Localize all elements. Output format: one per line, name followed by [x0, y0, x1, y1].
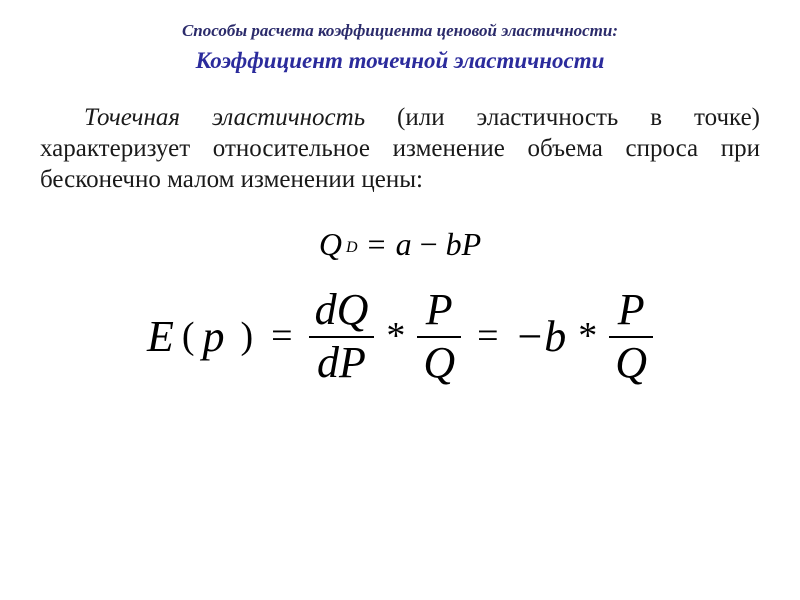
formula2-dP: dP	[311, 340, 372, 386]
formula2-E: E	[147, 311, 174, 362]
formula-demand-function: QD = a − bP	[40, 226, 760, 281]
formula2-p: p	[202, 311, 224, 362]
formula1-subD: D	[346, 239, 358, 257]
formula2-P1: P	[420, 287, 459, 333]
formula2-frac-dQdP: dQ dP	[309, 287, 375, 386]
formula1-a: a	[396, 226, 412, 263]
formula2-eq2: =	[475, 314, 500, 358]
formula2-Q1: Q	[417, 340, 461, 386]
formula1-bP: bP	[446, 226, 482, 263]
definition-paragraph: Точечная эластичность (или эластичность …	[40, 102, 760, 196]
formula2-P2: P	[612, 287, 651, 333]
formula2-frac-PQ-2: P Q	[609, 287, 653, 386]
title-supertitle: Способы расчета коэффициента ценовой эла…	[40, 20, 760, 42]
formula2-Q2: Q	[609, 340, 653, 386]
slide: Способы расчета коэффициента ценовой эла…	[0, 0, 800, 600]
formula1-Q: Q	[319, 226, 342, 263]
formula-block: QD = a − bP E ( p ) = dQ dP *	[40, 226, 760, 386]
formula-elasticity: E ( p ) = dQ dP * P Q = −b *	[40, 287, 760, 386]
formula2-frac-PQ-1: P Q	[417, 287, 461, 386]
definition-term: Точечная эластичность	[84, 104, 365, 131]
formula2-negb: −b	[515, 311, 567, 362]
formula2-eq1: =	[269, 314, 294, 358]
formula1-eq: =	[368, 226, 386, 263]
formula2-lparen: (	[180, 314, 197, 358]
formula2-rparen: )	[238, 314, 255, 358]
title-block: Способы расчета коэффициента ценовой эла…	[40, 20, 760, 76]
formula1-minus: −	[420, 226, 438, 263]
formula2-dQ: dQ	[309, 287, 375, 333]
formula2-star1: *	[384, 314, 407, 358]
formula2-star2: *	[576, 314, 599, 358]
title-main: Коэффициент точечной эластичности	[40, 46, 760, 76]
